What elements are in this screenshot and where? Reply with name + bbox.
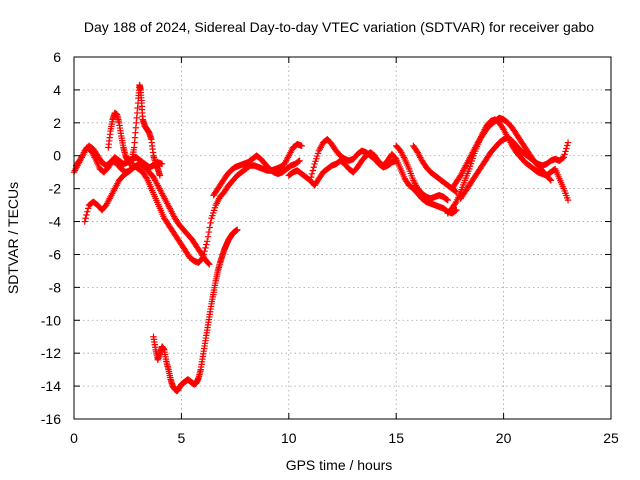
data-point: [560, 154, 567, 161]
y-tick-label: -6: [49, 246, 62, 262]
y-tick-label: 0: [53, 148, 61, 164]
series-sat-l: [448, 114, 555, 192]
data-point: [295, 158, 302, 165]
series-sat-f: [210, 152, 303, 199]
data-point: [206, 261, 213, 268]
data-point: [563, 142, 571, 149]
x-axis-title: GPS time / hours: [286, 457, 393, 473]
data-point: [84, 205, 92, 212]
data-point: [308, 170, 316, 178]
series-sat-e: [72, 142, 166, 171]
chart-title: Day 188 of 2024, Sidereal Day-to-day VTE…: [84, 19, 594, 35]
data-points: [70, 81, 572, 395]
data-point: [296, 157, 303, 164]
data-point: [562, 148, 569, 155]
data-point: [158, 160, 166, 168]
y-tick-label: -2: [49, 181, 62, 197]
data-point: [82, 215, 89, 222]
series-sat-d: [150, 226, 241, 395]
data-point: [156, 172, 164, 179]
series-sat-h: [307, 136, 400, 184]
axis-ticks: [73, 56, 612, 420]
data-point: [83, 211, 90, 219]
x-tick-label: 10: [281, 430, 297, 446]
x-tick-label: 5: [178, 430, 186, 446]
series-sat-j: [410, 142, 460, 196]
data-point: [204, 233, 212, 240]
y-tick-label: -4: [49, 214, 62, 230]
data-point: [453, 206, 460, 214]
data-point: [206, 224, 213, 231]
x-tick-label: 25: [603, 430, 619, 446]
series-sat-m: [457, 134, 572, 202]
grid: [74, 57, 611, 419]
data-point: [207, 219, 214, 227]
data-point: [393, 157, 400, 164]
x-tick-label: 0: [70, 430, 78, 446]
data-point: [452, 199, 459, 207]
data-point: [561, 151, 568, 158]
data-point: [564, 196, 572, 204]
data-point: [205, 260, 212, 267]
y-tick-label: 6: [53, 49, 61, 65]
y-tick-label: 4: [53, 82, 61, 98]
y-tick-labels: -16 -14 -12 -10 -8 -6 -4 -2 0 2 4 6: [41, 49, 61, 427]
data-point: [546, 176, 554, 183]
series-sat-i: [393, 142, 451, 204]
data-point: [307, 173, 315, 181]
data-point: [307, 177, 314, 184]
data-point: [309, 167, 317, 174]
data-point: [203, 241, 210, 248]
data-point: [443, 196, 451, 203]
x-tick-label: 20: [496, 430, 512, 446]
data-point: [142, 174, 150, 181]
plot-frame: [73, 56, 612, 420]
data-point: [564, 139, 572, 146]
x-tick-labels: 0 5 10 15 20 25: [70, 430, 619, 446]
data-point: [310, 164, 317, 171]
y-tick-label: -14: [41, 378, 61, 394]
data-point: [234, 226, 241, 233]
series-sat-b: [81, 160, 213, 268]
y-tick-label: -10: [41, 312, 61, 328]
y-tick-label: -12: [41, 345, 61, 361]
data-point: [203, 238, 211, 245]
y-tick-label: -16: [41, 411, 61, 427]
data-point: [444, 196, 451, 204]
data-point: [559, 154, 567, 162]
y-tick-label: 2: [53, 115, 61, 131]
data-point: [81, 218, 88, 225]
x-tick-label: 15: [388, 430, 404, 446]
data-point: [452, 188, 459, 195]
data-point: [563, 145, 570, 152]
data-point: [202, 244, 209, 252]
y-tick-label: -8: [49, 279, 62, 295]
y-axis-title: SDTVAR / TECUs: [5, 182, 21, 294]
data-point: [298, 142, 305, 150]
data-point: [547, 177, 555, 184]
data-point: [84, 208, 91, 215]
data-point: [205, 228, 213, 236]
